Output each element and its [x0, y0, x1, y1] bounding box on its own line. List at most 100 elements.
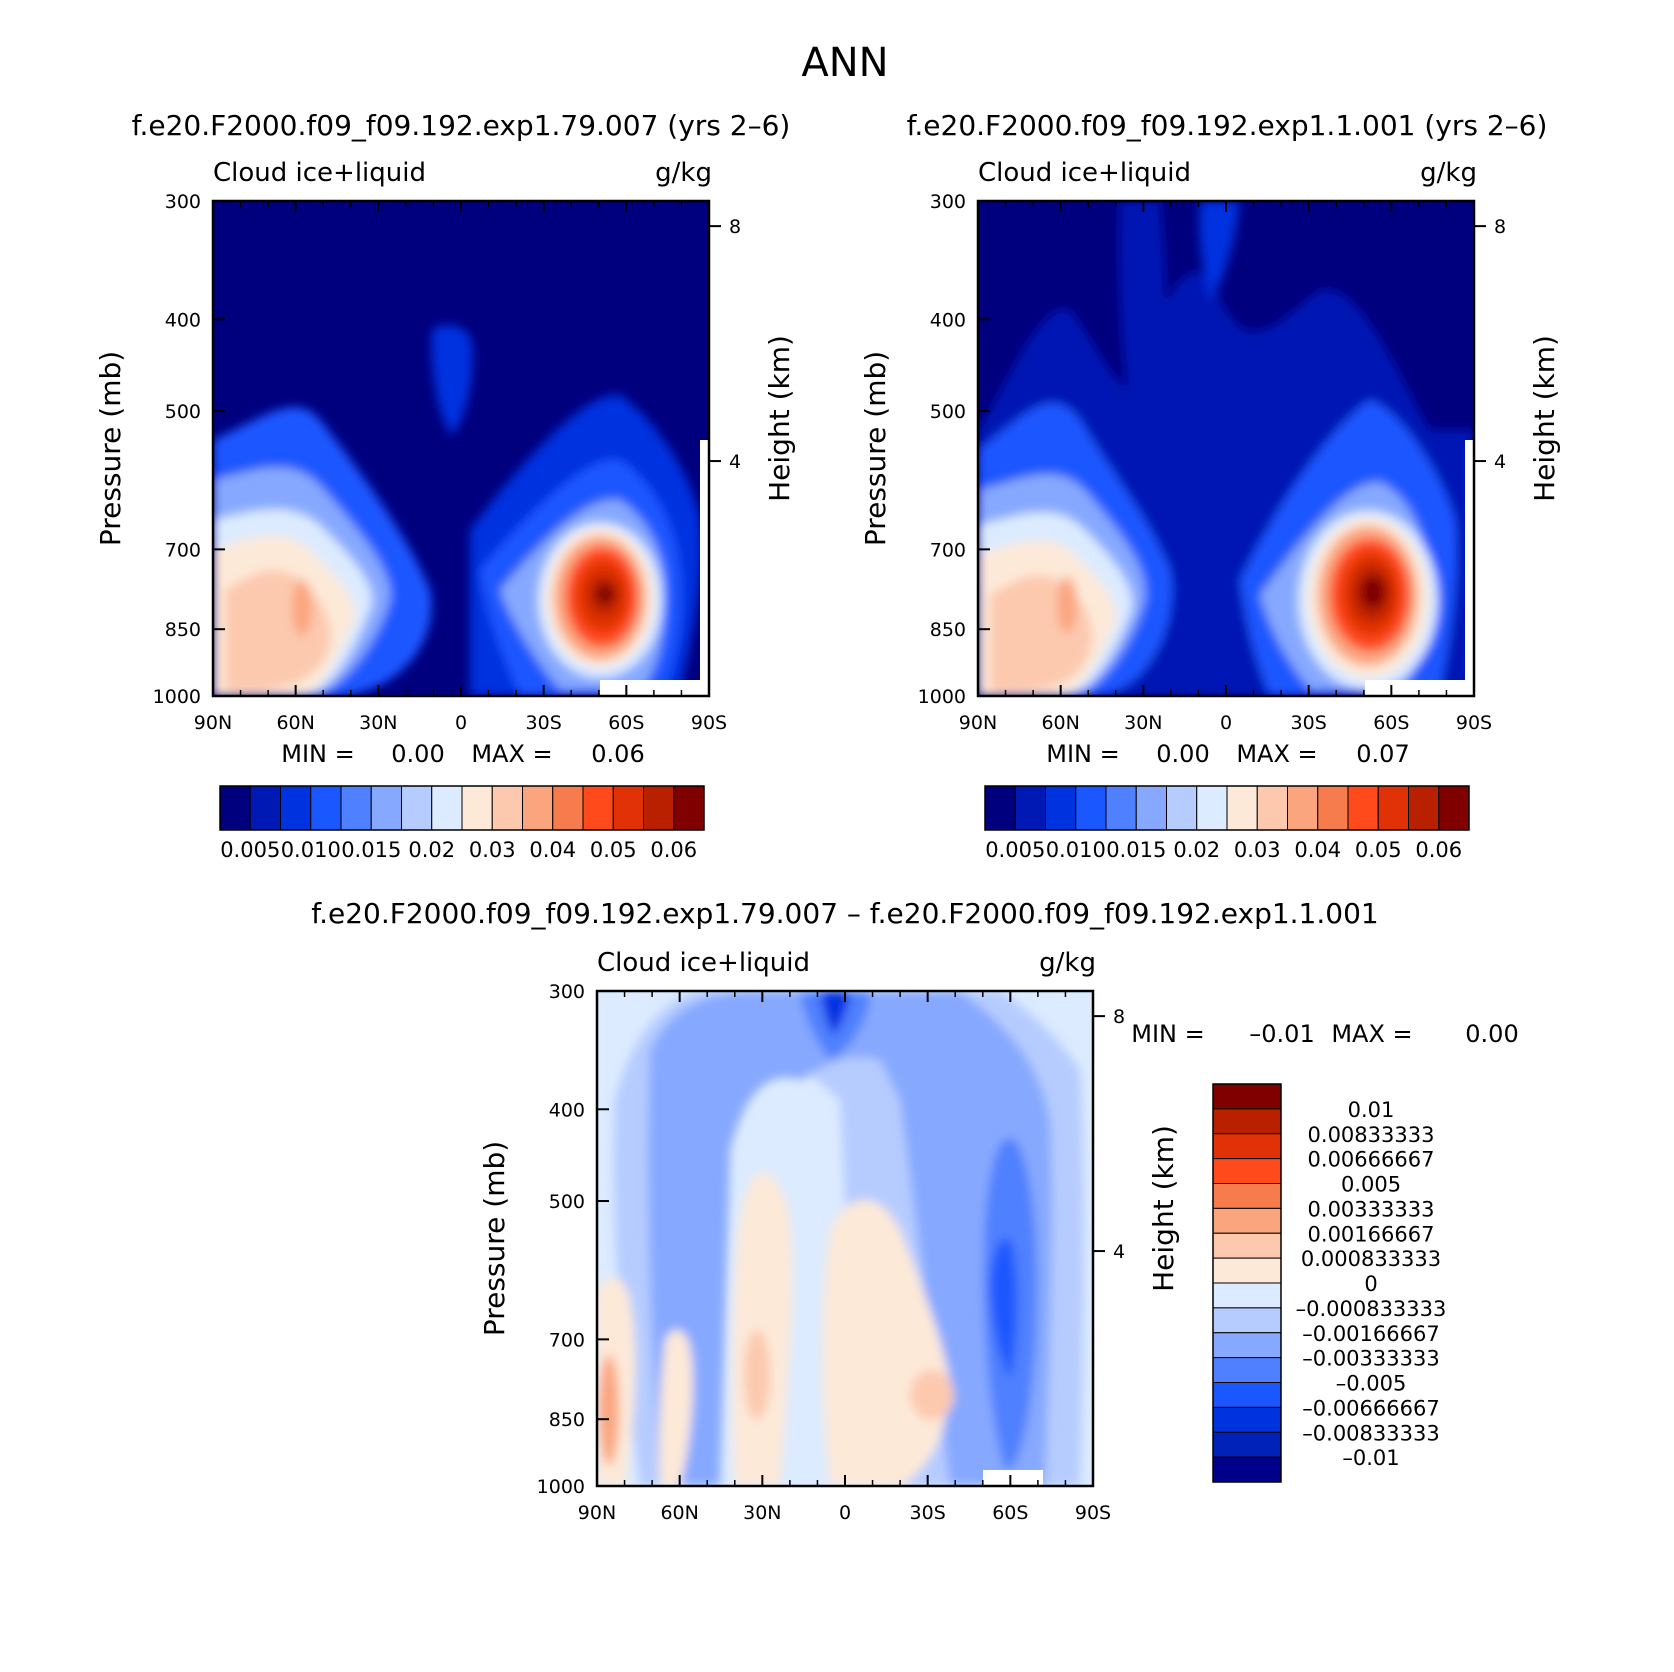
- panel-3-colorbar-label: 0.01: [1348, 1098, 1395, 1122]
- panel-1-y-tick-label: 1000: [153, 686, 201, 708]
- panel-2-colorbar-swatch: [1408, 785, 1440, 831]
- panel-1-contour-nh-l11: [292, 580, 312, 636]
- panel-2-field: [978, 201, 1474, 696]
- panel-2-colorbar-swatch: [1045, 785, 1077, 831]
- panel-3-colorbar-swatch: [1212, 1456, 1282, 1483]
- panel-3-x-tick-label: 90S: [1075, 1502, 1111, 1524]
- panel-2-colorbar-label: 0.02: [1173, 838, 1220, 862]
- panel-2: f.e20.F2000.f09_f09.192.exp1.1.001 (yrs …: [859, 109, 1561, 862]
- panel-1-colorbar-swatch: [401, 785, 433, 831]
- panel-3-colorbar-label: –0.00833333: [1302, 1421, 1439, 1445]
- panel-1-colorbar-swatch: [249, 785, 281, 831]
- panel-3-contour-pos1: [732, 1172, 793, 1486]
- panel-3-y-tick-label: 850: [549, 1409, 585, 1431]
- panel-3-colorbar-label: 0.000833333: [1301, 1247, 1441, 1271]
- panel-1-colorbar: 0.005 0.010 0.015 0.02 0.03 0.04 0.05 0.06: [219, 785, 705, 862]
- panel-3-colorbar-swatch: [1212, 1382, 1282, 1408]
- panel-1-missing-data-edge: [700, 440, 709, 696]
- panel-2-contour-jet-l2: [1199, 201, 1240, 300]
- panel-2-y-tick-label: 300: [930, 191, 966, 213]
- panel-1-colorbar-label: 0.02: [408, 838, 455, 862]
- panel-2-colorbar-swatch: [1196, 785, 1228, 831]
- panel-2-y-tick-label: 700: [930, 539, 966, 561]
- panel-1-y-tick-label: 300: [165, 191, 201, 213]
- panel-2-colorbar-swatch: [984, 785, 1016, 831]
- panel-3-colorbar-label: –0.00666667: [1302, 1396, 1439, 1420]
- panel-3-contour-pos5: [744, 1330, 770, 1420]
- panel-3-colorbar-swatch: [1212, 1332, 1282, 1359]
- panel-2-colorbar-swatch: [1105, 785, 1137, 831]
- panel-2-colorbar: 0.005 0.010 0.015 0.02 0.03 0.04 0.05 0.06: [984, 785, 1470, 862]
- panel-2-missing-data-edge: [1465, 440, 1474, 696]
- panel-1-colorbar-swatch: [370, 785, 402, 831]
- panel-3-colorbar-label: –0.00166667: [1302, 1322, 1439, 1346]
- panel-1-x-tick-label: 30N: [359, 712, 397, 734]
- panel-3-colorbar-swatch: [1212, 1307, 1282, 1334]
- panel-1-min-value: 0.00: [391, 740, 444, 768]
- panel-3-colorbar-label: 0.00166667: [1308, 1222, 1435, 1246]
- panel-1-colorbar-swatch: [310, 785, 342, 831]
- panel-1-colorbar-label: 0.06: [650, 838, 697, 862]
- panel-1-contour-eq-l1: [431, 325, 473, 435]
- panel-3-field: [597, 991, 1093, 1486]
- panel-3-colorbar: 0.010.008333330.006666670.0050.003333330…: [1212, 1083, 1447, 1483]
- panel-1-colorbar-swatch: [522, 785, 554, 831]
- panel-2-colorbar-swatch: [1166, 785, 1198, 831]
- panel-3-x-tick-label: 60S: [992, 1502, 1028, 1524]
- panel-3-units-label: g/kg: [1039, 948, 1096, 978]
- panel-3-left-label: Cloud ice+liquid: [597, 948, 810, 978]
- panel-1-colorbar-swatch: [673, 785, 705, 831]
- panel-3-contour-l5: [648, 991, 1053, 1486]
- panel-3-max-label: MAX =: [1331, 1020, 1412, 1048]
- panel-2-max-label: MAX =: [1236, 740, 1317, 768]
- panel-2-x-tick-label: 60N: [1041, 712, 1079, 734]
- panel-1-colorbar-label: 0.010: [281, 838, 341, 862]
- panel-2-y-axis-label: Pressure (mb): [859, 351, 892, 546]
- panel-2-colorbar-swatch: [1135, 785, 1167, 831]
- panel-1-x-tick-label: 30S: [526, 712, 562, 734]
- panel-3-colorbar-swatch: [1212, 1108, 1282, 1135]
- panel-3-colorbar-swatch: [1212, 1133, 1282, 1160]
- panel-3-contour-pos4: [659, 1329, 693, 1486]
- panel-3-colorbar-swatch: [1212, 1158, 1282, 1184]
- panel-1-colorbar-swatch: [612, 785, 644, 831]
- panel-1-field: [213, 201, 709, 696]
- panel-3-y-tick-label: 1000: [537, 1476, 585, 1498]
- panel-3-x-tick-label: 0: [839, 1502, 851, 1524]
- panel-3-min-value: –0.01: [1249, 1020, 1314, 1048]
- panel-2-x-tick-label: 90N: [959, 712, 997, 734]
- panel-1-x-tick-label: 0: [455, 712, 467, 734]
- panel-1-y2-axis-label: Height (km): [763, 335, 796, 502]
- panel-2-y-tick-label: 400: [930, 309, 966, 331]
- panel-1-colorbar-swatch: [643, 785, 675, 831]
- panel-3-colorbar-label: –0.000833333: [1296, 1297, 1447, 1321]
- panel-3-colorbar-swatch: [1212, 1406, 1282, 1433]
- panel-1-colorbar-swatch: [552, 785, 584, 831]
- panel-1-max-value: 0.06: [591, 740, 644, 768]
- panel-1-axes: 90N 60N 30N 0 30S 60S 90S 300 400 500 700 850 1000 8 4…: [94, 191, 796, 734]
- panel-2-x-tick-label: 0: [1220, 712, 1232, 734]
- panel-2-colorbar-label: 0.015: [1106, 838, 1166, 862]
- panel-2-y2-tick-label: 4: [1494, 451, 1506, 473]
- panel-2-x-tick-label: 90S: [1456, 712, 1492, 734]
- panel-3-max-value: 0.00: [1465, 1020, 1518, 1048]
- panel-3-colorbar-swatch: [1212, 1183, 1282, 1209]
- panel-2-y-tick-label: 500: [930, 401, 966, 423]
- panel-3-y2-axis-label: Height (km): [1147, 1125, 1180, 1292]
- panel-1-colorbar-label: 0.03: [469, 838, 516, 862]
- panel-2-colorbar-label: 0.06: [1415, 838, 1462, 862]
- panel-3-x-tick-label: 30S: [910, 1502, 946, 1524]
- panel-2-contour-jet-l1: [1119, 201, 1166, 420]
- panel-3-colorbar-label: –0.01: [1342, 1446, 1399, 1470]
- panel-2-contour-nh-l11: [1057, 577, 1077, 633]
- panel-2-y2-axis-label: Height (km): [1528, 335, 1561, 502]
- panel-3-colorbar-label: –0.00333333: [1302, 1347, 1439, 1371]
- panel-3-y-axis-label: Pressure (mb): [478, 1141, 511, 1336]
- panel-2-colorbar-swatch: [1014, 785, 1046, 831]
- panel-2-min-value: 0.00: [1156, 740, 1209, 768]
- panel-3-colorbar-swatch: [1212, 1232, 1282, 1259]
- panel-2-colorbar-label: 0.005: [985, 838, 1045, 862]
- panel-2-x-tick-label: 30S: [1291, 712, 1327, 734]
- panel-2-title: f.e20.F2000.f09_f09.192.exp1.1.001 (yrs …: [907, 109, 1548, 142]
